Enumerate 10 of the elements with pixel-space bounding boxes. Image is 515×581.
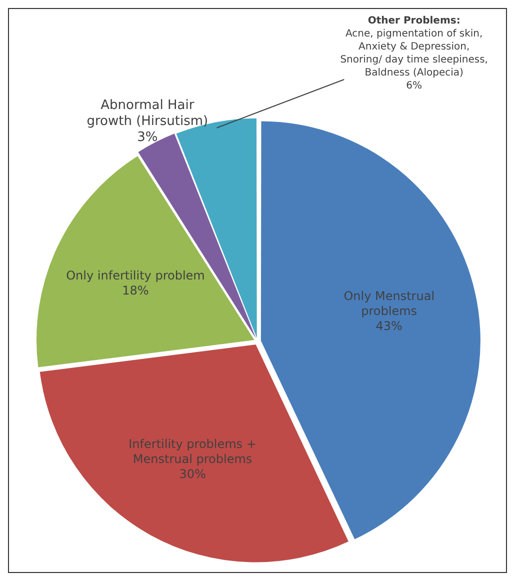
slice-label: Infertility problems + Menstrual problems [128, 436, 256, 466]
slice-label: Only infertility problem [66, 268, 205, 283]
slice-label: Other Problems: Acne, pigmentation of skin, Anxiety & Depression, Snoring/ day time sleepiness, Baldness (Alopecia) [340, 16, 488, 79]
data-label: 30% [179, 466, 206, 481]
slice-label: Only Menstrual problems [344, 289, 435, 318]
data-label: 3% [137, 130, 158, 146]
data-label: 18% [122, 284, 149, 298]
slice-label: Abnormal Hair growth (Hirsutism) [86, 98, 208, 130]
data-label: 43% [376, 319, 402, 334]
data-label: 6% [406, 80, 422, 92]
